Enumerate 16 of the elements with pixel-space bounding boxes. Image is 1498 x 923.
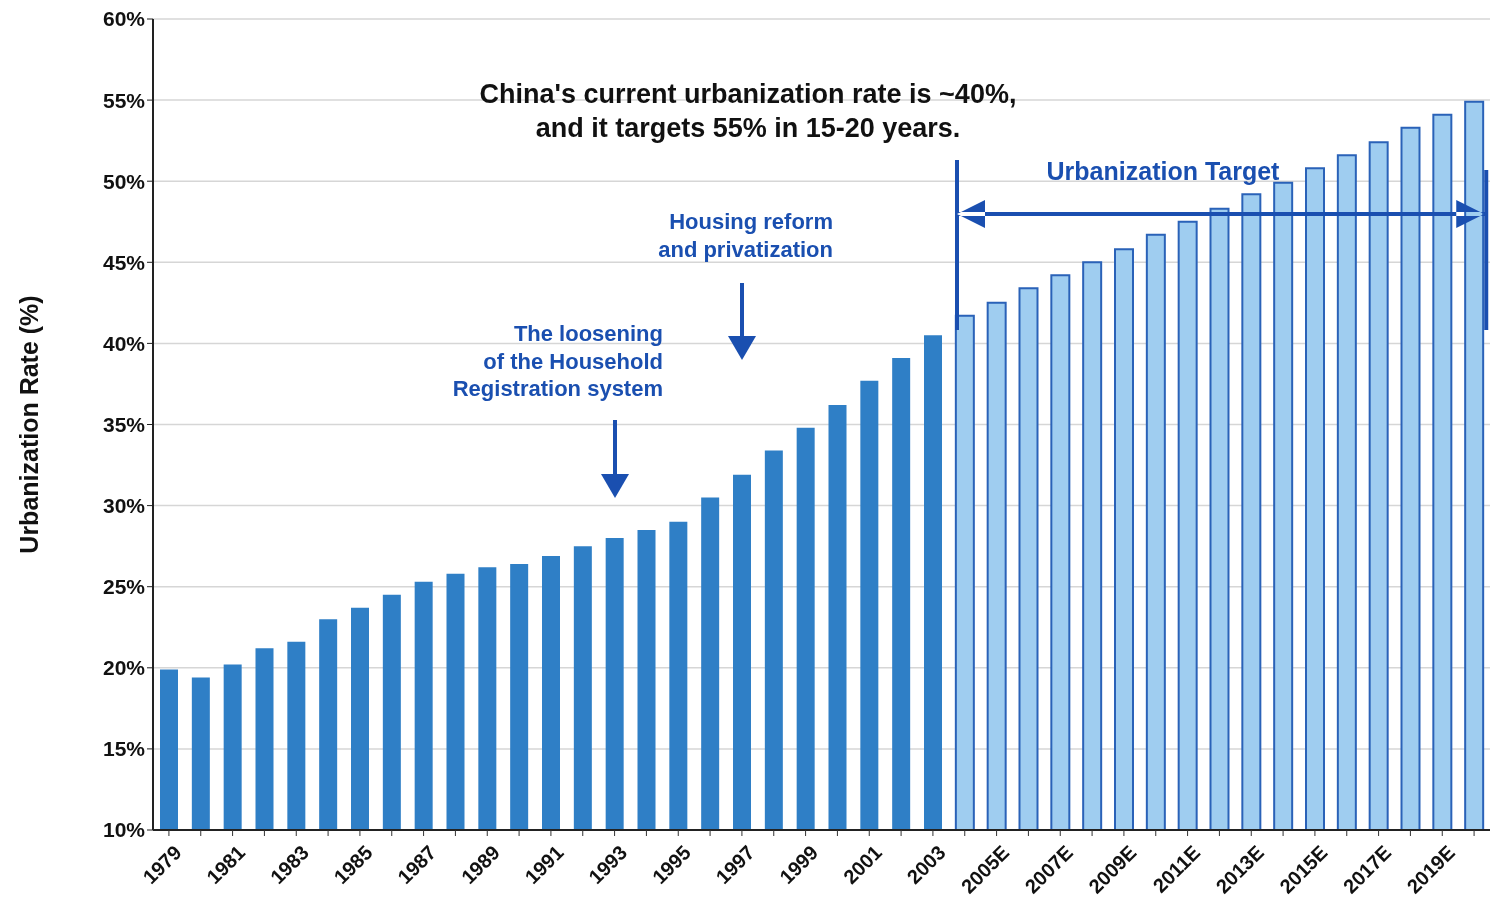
y-tick-label: 10% (102, 818, 146, 842)
y-tick-label: 40% (102, 331, 146, 355)
annotation: Housing reform and privatization (657, 208, 833, 263)
y-tick-label: 15% (102, 737, 146, 761)
y-tick-label: 50% (102, 169, 146, 193)
annotation: China's current urbanization rate is ~40%, and it targets 55% in 15-20 years. (478, 78, 1018, 145)
y-tick-label: 60% (102, 7, 146, 31)
annotation: The loosening of the Household Registration system (451, 320, 663, 403)
y-tick-label: 35% (102, 412, 146, 436)
annotation: Urbanization Target (1045, 156, 1281, 187)
y-tick-label: 30% (102, 494, 146, 518)
y-tick-label: 20% (102, 656, 146, 680)
y-tick-label: 45% (102, 250, 146, 274)
y-tick-label: 55% (102, 88, 146, 112)
y-axis-title: Urbanization Rate (%) (15, 295, 43, 554)
y-tick-label: 25% (102, 575, 146, 599)
